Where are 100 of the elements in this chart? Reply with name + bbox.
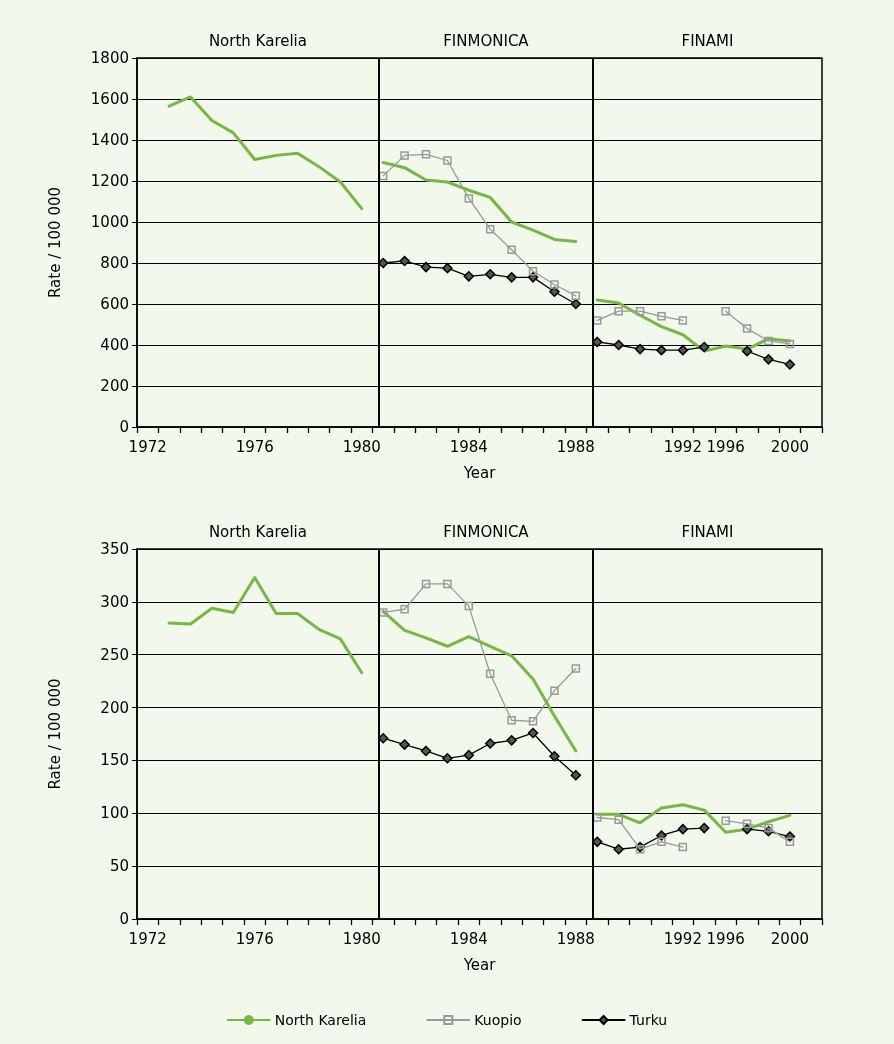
point [591,336,603,348]
y-tick-label: 1200 [90,172,129,190]
text: North Karelia [208,522,307,541]
y-tick-label: 1000 [90,213,129,231]
point [742,324,752,333]
point [507,245,516,254]
point [721,306,730,316]
x-tick-label: 2000 [770,437,809,456]
point [421,150,431,159]
point [721,816,730,825]
point [377,732,389,744]
point [613,843,624,855]
y-tick-label: 200 [100,377,129,395]
point [506,272,517,283]
x-axis-title: Year [462,463,497,482]
y-tick-label: 300 [100,592,129,611]
point [741,345,753,357]
point [420,261,432,273]
point [570,769,582,781]
point [677,823,689,835]
point [527,727,539,739]
point [763,354,774,365]
point [742,819,752,829]
y-axis-title: Rate / 100 000 [45,186,64,299]
point [550,280,559,289]
line-series [167,95,364,211]
y-tick-label: 1400 [90,131,129,149]
point [635,306,645,316]
point [785,837,795,847]
text: FINMONICA [443,522,530,541]
point [507,716,516,725]
x-tick-label: 1988 [556,929,595,948]
x-tick-label: 1992 [663,929,702,948]
text: FINAMI [681,31,734,50]
point [443,156,452,165]
point [464,194,474,203]
y-tick-label: 800 [100,254,129,272]
point [634,343,646,355]
y-tick-label: 150 [100,751,129,770]
x-tick-label: 1996 [706,929,745,948]
text: North Karelia [208,31,307,50]
point [464,601,474,611]
line-series [381,609,578,753]
point [549,750,560,762]
y-tick-label: 50 [109,857,129,876]
point [764,823,773,833]
x-tick-label: 1980 [342,929,381,948]
point [764,336,773,346]
point [443,579,452,589]
point [678,842,688,852]
text: FINMONICA [443,31,530,50]
y-tick-label: 200 [100,698,129,717]
x-tick-label: 1972 [128,437,167,456]
point [484,269,496,280]
point [442,753,453,764]
y-axis-title: Rate / 100 000 [45,678,64,790]
point [785,339,795,349]
y-tick-label: 250 [100,645,129,664]
y-tick-label: 1600 [90,90,129,108]
point [400,151,409,160]
point [400,605,409,614]
point [657,312,666,321]
point [571,291,581,301]
x-axis-title: Year [462,955,497,974]
x-tick-label: 1980 [342,437,381,456]
x-tick-label: 1984 [449,437,488,456]
point [421,579,431,589]
point [377,257,389,269]
point [699,822,710,834]
x-tick-label: 1996 [706,437,745,456]
line-series [595,803,792,834]
point [656,830,667,841]
y-tick-label: 350 [100,540,129,558]
point [677,344,689,356]
line-series [167,576,364,675]
point [614,306,623,316]
y-tick-label: 400 [100,336,129,354]
point [485,224,495,234]
point [399,255,410,267]
point [420,745,432,757]
point [591,836,603,848]
legend-label: North Karelia [274,1012,367,1028]
point [528,717,538,726]
point [506,735,517,746]
point [550,686,559,695]
point [657,837,666,847]
x-tick-label: 1976 [235,437,274,456]
legend-label: Turku [628,1012,668,1028]
point [442,262,453,274]
point [678,316,688,325]
point [528,266,538,276]
point [463,749,475,761]
point [614,815,623,824]
y-tick-label: 1800 [90,49,129,67]
x-tick-label: 1976 [235,929,274,948]
line-series [381,161,578,243]
y-tick-label: 600 [100,295,129,313]
text: FINAMI [681,522,734,541]
point [485,669,495,678]
point [463,271,475,282]
